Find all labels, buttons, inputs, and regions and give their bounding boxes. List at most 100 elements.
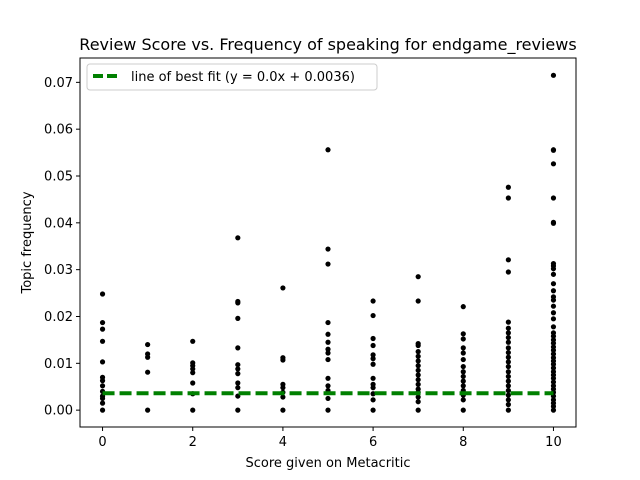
y-tick-label: 0.05 [44, 170, 73, 185]
data-point [550, 407, 557, 413]
data-point [415, 358, 421, 364]
data-point [550, 337, 557, 343]
data-point [550, 294, 557, 300]
data-point [415, 399, 421, 405]
data-point [415, 363, 421, 369]
data-point [505, 401, 511, 408]
data-point [370, 391, 376, 397]
data-point [325, 339, 331, 345]
data-point [235, 298, 241, 305]
data-point [550, 147, 557, 153]
data-point [370, 361, 376, 367]
data-point [550, 310, 557, 316]
data-point [99, 359, 106, 365]
data-point [99, 319, 106, 326]
data-point [550, 330, 557, 336]
data-point [550, 324, 557, 330]
data-point [415, 353, 421, 359]
data-point [415, 372, 421, 378]
data-point [415, 381, 421, 387]
data-point [325, 319, 331, 326]
data-point [460, 304, 466, 310]
data-point [505, 354, 511, 360]
data-point [550, 195, 557, 201]
data-point [415, 341, 421, 347]
data-point [370, 381, 376, 387]
data-point [235, 315, 241, 321]
data-point [550, 271, 557, 277]
data-point [325, 147, 331, 153]
data-point [235, 362, 241, 368]
chart-title: Review Score vs. Frequency of speaking f… [79, 35, 576, 55]
data-point [370, 352, 376, 358]
data-point [505, 339, 511, 345]
data-point [415, 274, 421, 280]
data-point [235, 380, 241, 386]
x-tick-label: 6 [369, 435, 377, 450]
data-point [550, 219, 557, 225]
data-point [550, 355, 557, 361]
data-point [550, 379, 557, 385]
data-point [99, 326, 106, 332]
data-point [370, 407, 376, 413]
data-point [190, 380, 196, 386]
data-point [505, 407, 511, 413]
data-point [505, 383, 511, 389]
data-point [505, 334, 511, 341]
data-point [550, 344, 557, 350]
data-point [460, 350, 466, 356]
data-point [370, 397, 376, 403]
data-point [145, 369, 151, 375]
data-point [235, 407, 241, 413]
data-point [235, 235, 241, 241]
data-point [325, 246, 331, 252]
x-axis: 0 2 4 6 8 10 [98, 427, 562, 450]
data-point [460, 397, 466, 403]
data-point [325, 395, 331, 402]
data-point [235, 385, 241, 391]
data-point [325, 331, 331, 337]
data-point [99, 383, 106, 389]
data-point [325, 350, 331, 356]
data-point [370, 335, 376, 342]
data-point [460, 369, 466, 375]
y-tick-label: 0.00 [44, 404, 73, 419]
data-point [505, 257, 511, 263]
data-point [370, 298, 376, 304]
data-point [415, 367, 421, 373]
data-point [460, 345, 466, 351]
data-point [550, 260, 557, 267]
data-point [99, 291, 106, 297]
data-point [415, 407, 421, 413]
data-point [550, 161, 557, 167]
data-point [415, 377, 421, 383]
data-point [505, 392, 511, 398]
data-point [190, 407, 196, 413]
y-tick-label: 0.01 [44, 357, 73, 372]
data-point [505, 369, 511, 375]
data-point [99, 400, 106, 406]
data-point [505, 373, 511, 380]
data-point [325, 383, 331, 389]
data-point [505, 397, 511, 403]
data-point [550, 397, 557, 403]
data-point [235, 371, 241, 377]
data-point [235, 345, 241, 351]
y-axis-label: Topic frequency [20, 191, 35, 294]
data-point [370, 356, 376, 362]
y-tick-label: 0.03 [44, 263, 73, 278]
data-point [550, 288, 557, 294]
data-point [145, 341, 151, 348]
data-point [550, 351, 557, 357]
data-point [370, 342, 376, 349]
x-axis-label: Score given on Metacritic [245, 456, 410, 471]
data-point [505, 349, 511, 356]
y-tick-label: 0.02 [44, 310, 73, 325]
data-point [99, 407, 106, 413]
data-point [460, 336, 466, 342]
data-point [99, 338, 106, 344]
data-point [190, 360, 196, 366]
legend-entry-best-fit: line of best fit (y = 0.0x + 0.0036) [131, 70, 355, 85]
data-point [415, 386, 421, 392]
